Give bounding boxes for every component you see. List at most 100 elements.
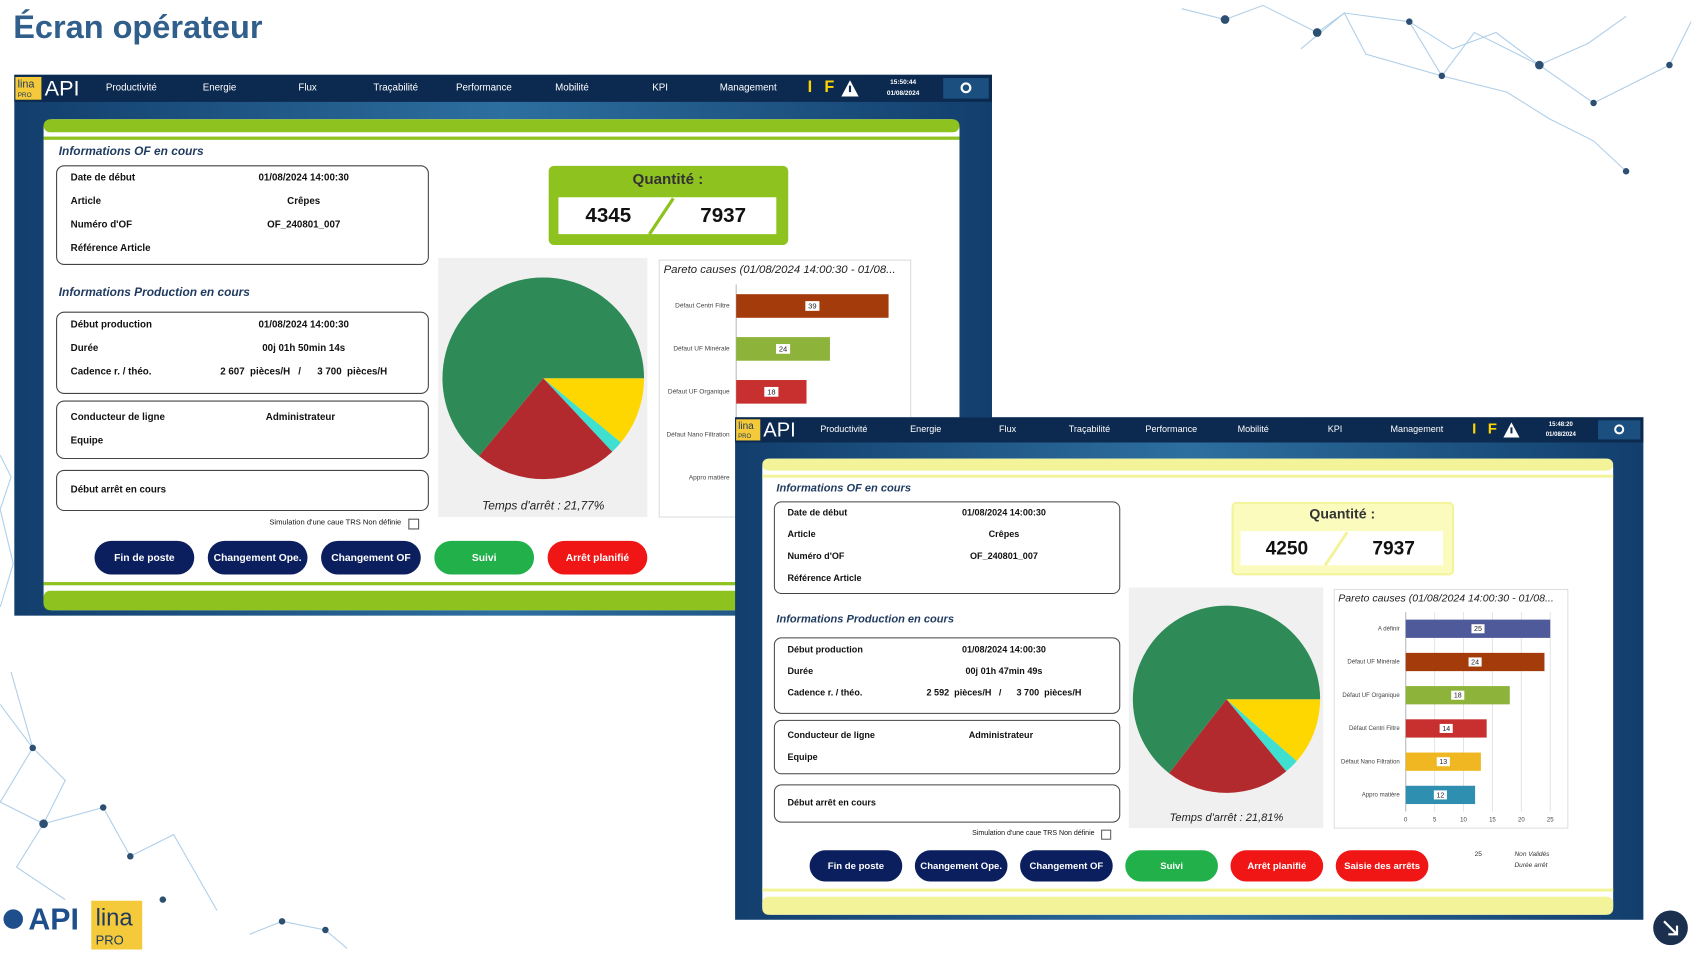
action-button[interactable]: [434, 540, 535, 575]
category-label: Défaut Nano Filtration: [1341, 759, 1400, 765]
info-box: [773, 637, 1121, 714]
action-button[interactable]: [207, 540, 308, 575]
settings-button[interactable]: [1598, 420, 1641, 440]
button-label[interactable]: Changement OF: [331, 553, 410, 564]
info-value: OF_240801_007: [970, 551, 1038, 561]
nav-logo-box: [15, 76, 42, 100]
nav-item[interactable]: Mobilité: [1238, 424, 1269, 434]
nav-item[interactable]: Mobilité: [555, 82, 589, 93]
nav-item[interactable]: Flux: [298, 82, 317, 93]
nav-bar: [14, 74, 992, 102]
info-label: Date de début: [787, 507, 847, 517]
nav-item[interactable]: Traçabilité: [373, 82, 418, 93]
pareto-title: Pareto causes (01/08/2024 14:00:30 - 01/…: [1338, 592, 1554, 604]
next-button[interactable]: [1653, 910, 1688, 946]
nav-item[interactable]: Flux: [999, 424, 1017, 434]
action-button[interactable]: [1230, 850, 1324, 882]
pie-slice: [479, 378, 613, 480]
info-value: 01/08/2024 14:00:30: [962, 644, 1046, 654]
action-button[interactable]: [1020, 850, 1113, 882]
footer-logo: API lina PRO: [3, 900, 143, 950]
info-box: [56, 165, 429, 266]
button-label[interactable]: Fin de poste: [828, 861, 884, 872]
section-title: Informations Production en cours: [776, 614, 954, 626]
value-label-box: [1439, 723, 1453, 733]
info-label: Date de début: [71, 172, 136, 183]
button-label[interactable]: Changement OF: [1030, 861, 1104, 872]
button-label[interactable]: Fin de poste: [114, 553, 175, 564]
network-node: [1312, 28, 1322, 37]
nav-item[interactable]: Energie: [203, 82, 237, 93]
value-label: 18: [1454, 693, 1462, 700]
nav-item[interactable]: Energie: [910, 424, 941, 434]
info-value: Crêpes: [989, 529, 1020, 539]
network-line: [1408, 21, 1627, 172]
nav-item[interactable]: Productivité: [106, 82, 157, 93]
action-button[interactable]: [809, 850, 903, 882]
button-label[interactable]: Arrêt planifié: [566, 553, 630, 564]
value-label: 14: [1442, 726, 1450, 733]
info-box: [56, 400, 429, 460]
nav-item[interactable]: KPI: [1328, 424, 1343, 434]
bottom-stripe: [43, 590, 960, 611]
nav-date: 01/08/2024: [1546, 432, 1577, 438]
button-label[interactable]: Changement Ope.: [214, 553, 302, 564]
nav-logo-api: API: [763, 420, 795, 442]
stop-label: Début arrêt en cours: [71, 485, 167, 496]
info-value: Administrateur: [266, 412, 336, 423]
category-label: Défaut UF Minérale: [673, 346, 730, 353]
category-label: Appro matière: [689, 474, 730, 481]
simulation-checkbox[interactable]: [1101, 829, 1112, 840]
action-button[interactable]: [1335, 850, 1429, 882]
value-label: 39: [808, 302, 816, 311]
info-value: 00j 01h 47min 49s: [965, 666, 1042, 676]
button-label[interactable]: Suivi: [1160, 861, 1183, 872]
nav-item[interactable]: KPI: [652, 82, 668, 93]
value-label: 24: [779, 344, 787, 353]
nav-logo-lina: lina: [738, 421, 754, 432]
nav-flag: F: [1488, 420, 1497, 437]
nav-item[interactable]: Management: [720, 82, 777, 93]
action-button[interactable]: [1125, 850, 1218, 882]
category-label: Défaut UF Organique: [668, 389, 730, 396]
button-label[interactable]: Saisie des arrêts: [1344, 861, 1420, 872]
nav-item[interactable]: Traçabilité: [1069, 424, 1110, 434]
simulation-label: Simulation d'une caue TRS Non définie: [269, 517, 401, 526]
x-tick-label: 25: [1547, 818, 1554, 824]
stop-label: Début arrêt en cours: [787, 797, 875, 807]
value-label: 18: [767, 387, 775, 396]
notes-label: Durée arrêt: [1514, 862, 1548, 869]
info-value: 00j 01h 50min 14s: [262, 343, 346, 354]
nav-item[interactable]: Productivité: [820, 424, 867, 434]
pie-slice: [543, 378, 645, 443]
action-button[interactable]: [547, 540, 648, 575]
network-nodes: [29, 15, 1673, 934]
simulation-checkbox[interactable]: [408, 518, 420, 530]
action-button[interactable]: [914, 850, 1008, 882]
button-label[interactable]: Changement Ope.: [920, 861, 1002, 872]
info-value: 01/08/2024 14:00:30: [258, 172, 349, 183]
button-label[interactable]: Suivi: [472, 553, 497, 564]
nav-item[interactable]: Management: [1391, 424, 1444, 434]
category-label: Défaut Centri Filtre: [675, 303, 730, 310]
value-label: 12: [1437, 792, 1445, 799]
nav-item[interactable]: Performance: [456, 82, 512, 93]
action-button[interactable]: [321, 540, 421, 575]
quantity-title: Quantité :: [1309, 506, 1375, 522]
pie-slice: [1226, 699, 1297, 772]
bottom-line: [43, 582, 960, 586]
info-value: 2 607 pièces/H / 3 700 pièces/H: [220, 366, 387, 377]
button-label[interactable]: Arrêt planifié: [1247, 861, 1306, 872]
settings-button[interactable]: [943, 78, 989, 99]
settings-icon: [1614, 424, 1625, 435]
action-button[interactable]: [94, 540, 195, 575]
network-node: [99, 804, 107, 811]
value-label-box: [1433, 790, 1447, 800]
quantity-field: [1240, 531, 1443, 566]
pie-slice: [1226, 699, 1321, 762]
category-label: Défaut Centri Filtre: [1349, 726, 1400, 732]
nav-item[interactable]: Performance: [1145, 424, 1197, 434]
simulation-label: Simulation d'une caue TRS Non définie: [972, 830, 1094, 837]
